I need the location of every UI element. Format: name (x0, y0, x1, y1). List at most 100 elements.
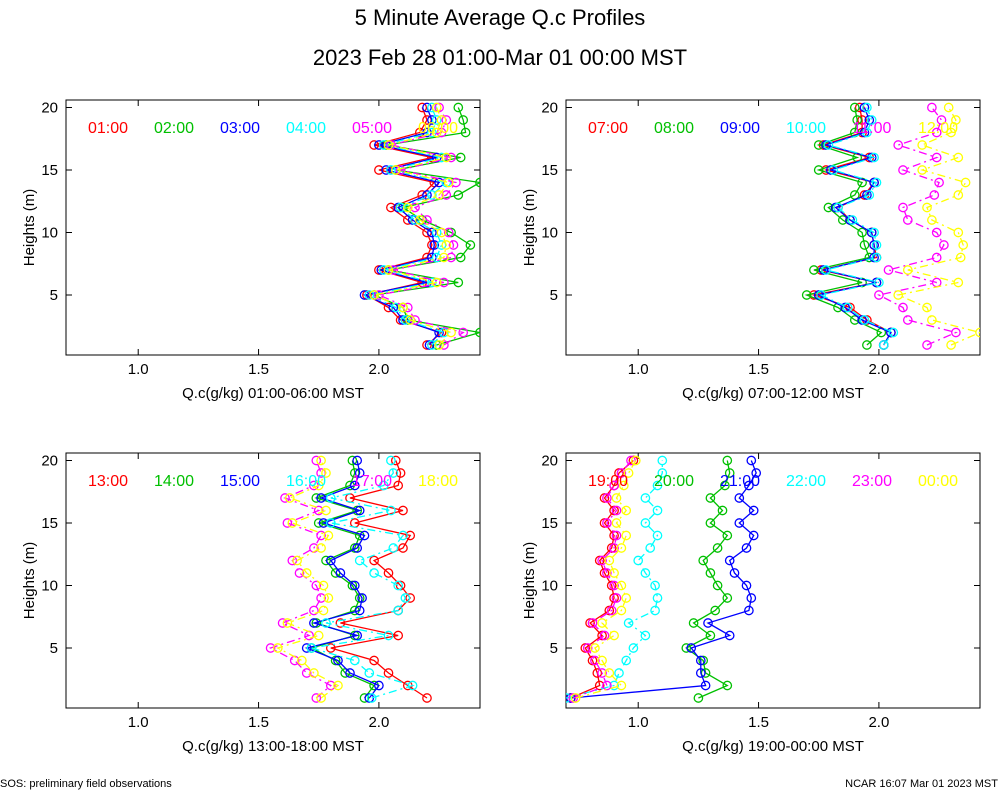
data-point (604, 668, 615, 678)
data-point (453, 190, 464, 200)
y-tick-label: 20 (41, 100, 58, 117)
data-point (441, 152, 452, 163)
data-point (722, 530, 733, 541)
series-line-0400 (367, 107, 448, 346)
data-point (316, 530, 326, 541)
data-point (465, 240, 476, 250)
legend-entry: 12:00 (918, 120, 958, 137)
series-group (566, 455, 762, 703)
data-point (809, 265, 819, 275)
data-point (386, 455, 396, 466)
data-point (301, 668, 312, 678)
legend-entry: 19:00 (588, 473, 628, 490)
data-point (434, 190, 444, 200)
data-point (893, 140, 904, 150)
x-axis-label: Q.c(g/kg) 01:00-06:00 MST (182, 385, 364, 402)
legend-entry: 23:00 (852, 473, 892, 490)
figure-subtitle: 2023 Feb 28 01:00-Mar 01 00:00 MST (313, 45, 687, 70)
data-point (640, 518, 651, 528)
data-point (287, 518, 298, 528)
data-point (922, 302, 932, 313)
data-point (398, 530, 408, 541)
series-line-0300 (362, 107, 441, 346)
data-point (354, 505, 365, 516)
data-point (282, 618, 293, 628)
data-point (369, 290, 379, 300)
data-point (955, 252, 966, 263)
data-point (748, 505, 759, 516)
data-point (813, 165, 824, 175)
y-tick-label: 10 (541, 578, 558, 595)
data-point (857, 115, 867, 125)
data-point (386, 505, 396, 516)
data-point (325, 518, 336, 528)
data-point (313, 505, 324, 516)
data-point (441, 190, 452, 200)
data-point (427, 227, 437, 238)
data-point (862, 102, 872, 113)
data-point (898, 302, 908, 313)
legend-entry: 00:00 (918, 473, 958, 490)
data-point (847, 215, 858, 225)
data-point (602, 493, 612, 503)
data-point (434, 177, 444, 188)
data-point (724, 468, 735, 478)
data-point (414, 215, 425, 225)
data-point (611, 493, 622, 503)
data-point (597, 618, 607, 628)
data-point (611, 593, 622, 603)
legend-entry: 09:00 (720, 120, 760, 137)
data-point (417, 102, 428, 113)
panel-2: 1.0 1.5 2.0 5 10 15 20 Q.c(g/kg) 07:00-12:00 MS… (521, 99, 981, 402)
data-point (345, 668, 355, 678)
legend-entry: 14:00 (154, 473, 194, 490)
data-point (369, 555, 379, 566)
series-line-1300 (330, 460, 428, 699)
data-point (936, 115, 947, 125)
series-line-1200 (896, 107, 980, 346)
data-point (407, 680, 418, 691)
data-point (453, 102, 464, 113)
chart-panels: 1.0 1.5 2.0 5 10 15 20 Q.c(g/kg) 01:00-06:00 MS… (21, 99, 981, 755)
data-point (898, 165, 908, 175)
data-point (724, 630, 735, 641)
data-point (422, 115, 432, 125)
data-point (652, 593, 663, 603)
data-point (439, 327, 449, 338)
series-line-2200 (566, 460, 663, 699)
data-point (318, 518, 329, 528)
data-point (931, 227, 942, 238)
data-point (436, 152, 447, 163)
data-point (349, 468, 360, 478)
data-point (325, 643, 336, 653)
data-point (294, 568, 305, 578)
data-point (410, 202, 420, 213)
x-tick-label: 1.5 (248, 714, 269, 731)
data-point (316, 693, 326, 703)
data-point (475, 177, 480, 188)
y-tick-label: 15 (541, 162, 558, 179)
data-point (582, 643, 593, 653)
y-tick-label: 5 (50, 287, 58, 304)
legend-entry: 13:00 (88, 473, 128, 490)
data-point (616, 680, 627, 691)
data-point (866, 115, 877, 125)
data-point (611, 530, 622, 541)
data-point (640, 568, 651, 578)
data-point (611, 505, 622, 516)
series-line-1600 (311, 460, 415, 699)
data-point (953, 190, 964, 200)
data-point (862, 340, 872, 350)
data-point (623, 618, 634, 628)
legend-entry: 08:00 (654, 120, 694, 137)
data-point (357, 593, 367, 603)
series-line-1000 (819, 107, 895, 346)
data-point (700, 680, 711, 691)
data-point (710, 605, 721, 616)
data-point (741, 543, 752, 553)
data-point (816, 290, 826, 300)
data-point (352, 630, 363, 641)
data-point (821, 265, 831, 275)
data-point (313, 480, 324, 491)
data-point (282, 518, 293, 528)
